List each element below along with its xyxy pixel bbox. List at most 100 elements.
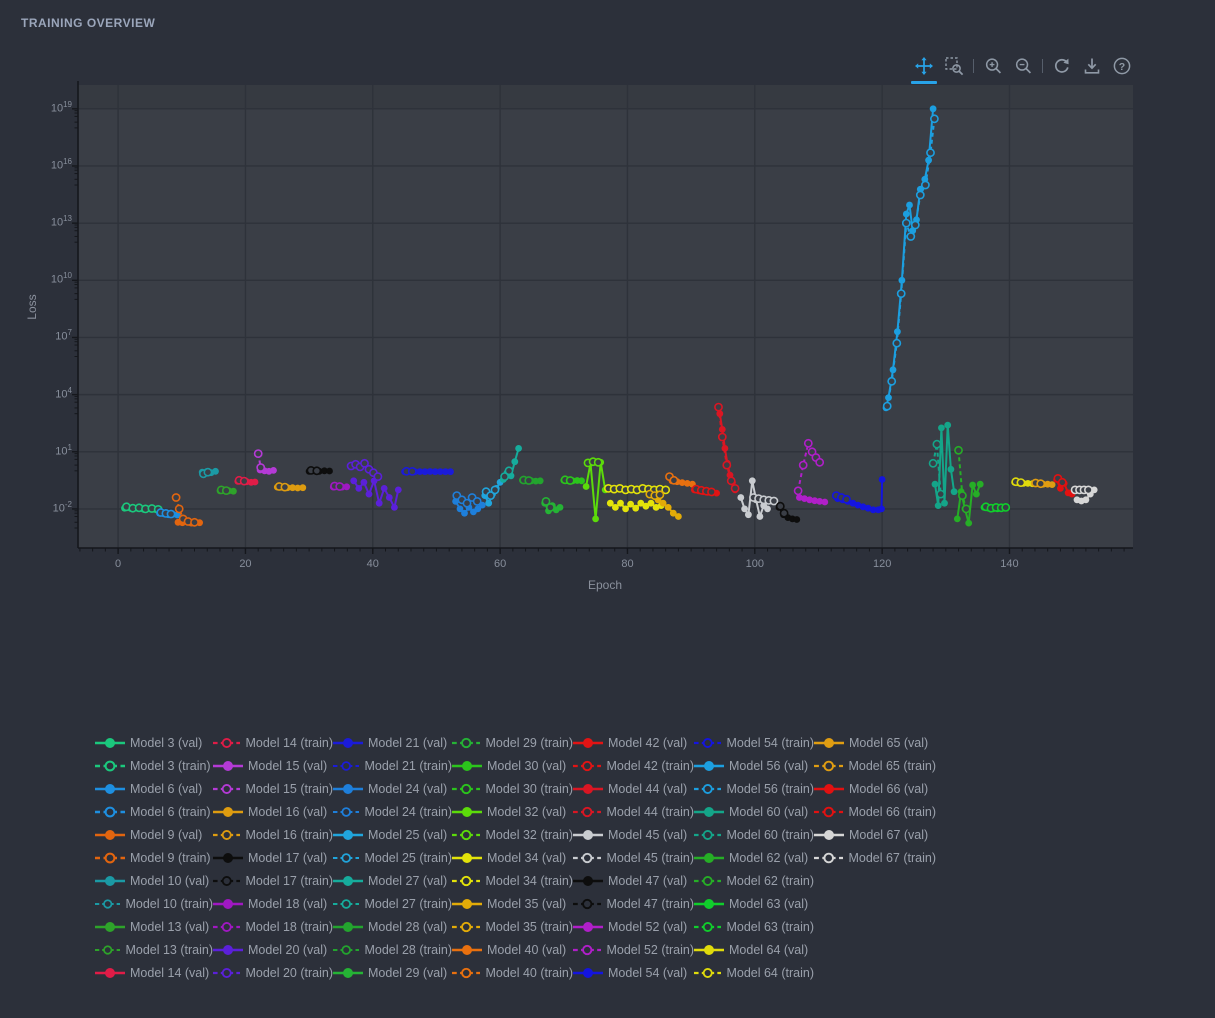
legend-item-model-20-val[interactable]: Model 20 (val): [213, 938, 333, 961]
legend-item-model-9-val[interactable]: Model 9 (val): [95, 823, 213, 846]
loss-chart[interactable]: [0, 0, 1215, 620]
series-model-62-train: [954, 445, 971, 514]
legend-item-model-42-val[interactable]: Model 42 (val): [573, 731, 694, 754]
legend-item-model-27-val[interactable]: Model 27 (val): [333, 869, 452, 892]
legend-marker-icon: [452, 829, 481, 840]
legend-item-model-14-val[interactable]: Model 14 (val): [95, 961, 213, 984]
legend-item-model-44-train[interactable]: Model 44 (train): [573, 800, 694, 823]
legend-marker-icon: [573, 806, 602, 817]
legend-item-model-25-val[interactable]: Model 25 (val): [333, 823, 452, 846]
legend-item-label: Model 27 (train): [364, 896, 452, 911]
legend-item-model-9-train[interactable]: Model 9 (train): [95, 846, 213, 869]
legend-item-model-10-train[interactable]: Model 10 (train): [95, 892, 213, 915]
legend-item-model-56-train[interactable]: Model 56 (train): [694, 777, 814, 800]
legend-item-model-62-val[interactable]: Model 62 (val): [694, 846, 814, 869]
legend-item-model-15-val[interactable]: Model 15 (val): [213, 754, 333, 777]
legend-item-model-29-val[interactable]: Model 29 (val): [333, 961, 452, 984]
legend-item-model-30-train[interactable]: Model 30 (train): [452, 777, 573, 800]
box-zoom-button[interactable]: [941, 54, 967, 78]
legend-item-model-10-val[interactable]: Model 10 (val): [95, 869, 213, 892]
legend-item-label: Model 13 (val): [130, 919, 210, 934]
legend-item-model-54-val[interactable]: Model 54 (val): [573, 961, 694, 984]
legend-item-model-63-train[interactable]: Model 63 (train): [694, 915, 814, 938]
legend-item-label: Model 20 (val): [248, 942, 328, 957]
legend-item-model-62-train[interactable]: Model 62 (train): [694, 869, 814, 892]
legend-item-model-24-val[interactable]: Model 24 (val): [333, 777, 452, 800]
legend-item-model-21-val[interactable]: Model 21 (val): [333, 731, 452, 754]
legend-item-model-42-train[interactable]: Model 42 (train): [573, 754, 694, 777]
zoom-in-button[interactable]: [980, 54, 1006, 78]
legend-item-model-17-train[interactable]: Model 17 (train): [213, 869, 333, 892]
series-model-32-train: [583, 457, 603, 468]
legend-item-model-44-val[interactable]: Model 44 (val): [573, 777, 694, 800]
legend-item-model-28-val[interactable]: Model 28 (val): [333, 915, 452, 938]
help-button[interactable]: ?: [1109, 54, 1135, 78]
legend-item-model-16-train[interactable]: Model 16 (train): [213, 823, 333, 846]
legend-item-model-65-train[interactable]: Model 65 (train): [814, 754, 936, 777]
legend-item-model-34-train[interactable]: Model 34 (train): [452, 869, 573, 892]
legend-item-label: Model 16 (train): [245, 827, 333, 842]
pan-button[interactable]: [911, 54, 937, 84]
legend-item-model-54-train[interactable]: Model 54 (train): [694, 731, 814, 754]
y-tick-label: 1010: [50, 271, 72, 286]
legend-item-model-47-val[interactable]: Model 47 (val): [573, 869, 694, 892]
legend-item-model-65-val[interactable]: Model 65 (val): [814, 731, 936, 754]
legend-item-model-21-train[interactable]: Model 21 (train): [333, 754, 452, 777]
legend-item-model-18-val[interactable]: Model 18 (val): [213, 892, 333, 915]
legend-item-model-66-val[interactable]: Model 66 (val): [814, 777, 936, 800]
legend-item-model-13-train[interactable]: Model 13 (train): [95, 938, 213, 961]
series-model-65-train: [1031, 478, 1046, 489]
legend-item-label: Model 9 (val): [130, 827, 203, 842]
legend-item-model-32-train[interactable]: Model 32 (train): [452, 823, 573, 846]
download-button[interactable]: [1079, 54, 1105, 78]
legend-item-label: Model 27 (val): [368, 873, 448, 888]
legend-item-model-63-val[interactable]: Model 63 (val): [694, 892, 814, 915]
legend-item-model-56-val[interactable]: Model 56 (val): [694, 754, 814, 777]
legend-marker-icon: [694, 783, 722, 794]
legend-item-model-47-train[interactable]: Model 47 (train): [573, 892, 694, 915]
legend-item-model-3-train[interactable]: Model 3 (train): [95, 754, 213, 777]
legend-item-model-14-train[interactable]: Model 14 (train): [213, 731, 333, 754]
legend-item-model-35-train[interactable]: Model 35 (train): [452, 915, 573, 938]
legend-item-model-27-train[interactable]: Model 27 (train): [333, 892, 452, 915]
legend-item-model-18-train[interactable]: Model 18 (train): [213, 915, 333, 938]
legend-item-model-29-train[interactable]: Model 29 (train): [452, 731, 573, 754]
autoscale-button[interactable]: [1049, 54, 1075, 78]
legend-item-model-35-val[interactable]: Model 35 (val): [452, 892, 573, 915]
legend-item-label: Model 16 (val): [248, 804, 328, 819]
legend-item-model-67-val[interactable]: Model 67 (val): [814, 823, 936, 846]
legend-item-model-64-val[interactable]: Model 64 (val): [694, 938, 814, 961]
legend-item-model-32-val[interactable]: Model 32 (val): [452, 800, 573, 823]
legend-item-model-60-train[interactable]: Model 60 (train): [694, 823, 814, 846]
legend-item-model-15-train[interactable]: Model 15 (train): [213, 777, 333, 800]
legend-item-model-66-train[interactable]: Model 66 (train): [814, 800, 936, 823]
legend-item-model-13-val[interactable]: Model 13 (val): [95, 915, 213, 938]
legend-marker-icon: [213, 921, 241, 932]
legend-item-model-45-val[interactable]: Model 45 (val): [573, 823, 694, 846]
legend-item-model-52-train[interactable]: Model 52 (train): [573, 938, 694, 961]
plot-canvas[interactable]: 0 20 40 60 80 100 120 140 1019 1016 1013 1010 107 104…: [0, 0, 1215, 620]
legend-item-model-45-train[interactable]: Model 45 (train): [573, 846, 694, 869]
legend-item-model-64-train[interactable]: Model 64 (train): [694, 961, 814, 984]
legend-item-label: Model 29 (train): [485, 735, 573, 750]
legend-item-model-67-train[interactable]: Model 67 (train): [814, 846, 936, 869]
legend-item-model-60-val[interactable]: Model 60 (val): [694, 800, 814, 823]
legend-item-label: Model 35 (val): [487, 896, 567, 911]
legend-item-model-40-val[interactable]: Model 40 (val): [452, 938, 573, 961]
legend-item-model-52-val[interactable]: Model 52 (val): [573, 915, 694, 938]
legend-item-model-6-val[interactable]: Model 6 (val): [95, 777, 213, 800]
legend-item-model-20-train[interactable]: Model 20 (train): [213, 961, 333, 984]
legend-item-model-30-val[interactable]: Model 30 (val): [452, 754, 573, 777]
legend-item-model-40-train[interactable]: Model 40 (train): [452, 961, 573, 984]
legend-item-model-25-train[interactable]: Model 25 (train): [333, 846, 452, 869]
legend-item-model-6-train[interactable]: Model 6 (train): [95, 800, 213, 823]
legend-item-model-24-train[interactable]: Model 24 (train): [333, 800, 452, 823]
legend-item-model-16-val[interactable]: Model 16 (val): [213, 800, 333, 823]
legend-item-model-28-train[interactable]: Model 28 (train): [333, 938, 452, 961]
legend-item-model-3-val[interactable]: Model 3 (val): [95, 731, 213, 754]
legend-item-model-17-val[interactable]: Model 17 (val): [213, 846, 333, 869]
zoom-out-button[interactable]: [1010, 54, 1036, 78]
legend-item-label: Model 44 (train): [606, 804, 694, 819]
legend-item-model-34-val[interactable]: Model 34 (val): [452, 846, 573, 869]
legend-item-label: Model 65 (val): [849, 735, 929, 750]
